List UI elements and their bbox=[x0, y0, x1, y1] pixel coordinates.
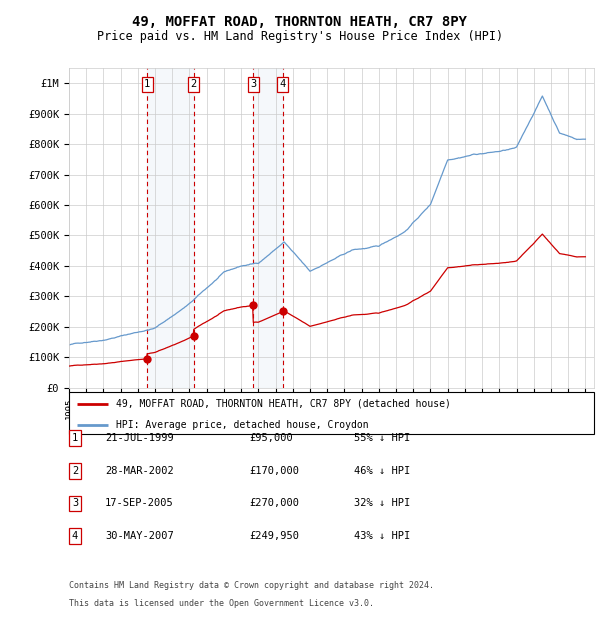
Text: 2: 2 bbox=[72, 466, 78, 476]
Text: 55% ↓ HPI: 55% ↓ HPI bbox=[354, 433, 410, 443]
Text: £95,000: £95,000 bbox=[249, 433, 293, 443]
Text: Contains HM Land Registry data © Crown copyright and database right 2024.: Contains HM Land Registry data © Crown c… bbox=[69, 581, 434, 590]
Text: 1: 1 bbox=[144, 79, 151, 89]
Text: 28-MAR-2002: 28-MAR-2002 bbox=[105, 466, 174, 476]
FancyBboxPatch shape bbox=[69, 392, 594, 434]
Text: 4: 4 bbox=[72, 531, 78, 541]
Text: 21-JUL-1999: 21-JUL-1999 bbox=[105, 433, 174, 443]
Text: 49, MOFFAT ROAD, THORNTON HEATH, CR7 8PY: 49, MOFFAT ROAD, THORNTON HEATH, CR7 8PY bbox=[133, 16, 467, 30]
Text: £270,000: £270,000 bbox=[249, 498, 299, 508]
Text: 43% ↓ HPI: 43% ↓ HPI bbox=[354, 531, 410, 541]
Text: £170,000: £170,000 bbox=[249, 466, 299, 476]
Text: 46% ↓ HPI: 46% ↓ HPI bbox=[354, 466, 410, 476]
Text: 17-SEP-2005: 17-SEP-2005 bbox=[105, 498, 174, 508]
Text: 3: 3 bbox=[72, 498, 78, 508]
Text: 4: 4 bbox=[280, 79, 286, 89]
Text: 2: 2 bbox=[190, 79, 197, 89]
Text: Price paid vs. HM Land Registry's House Price Index (HPI): Price paid vs. HM Land Registry's House … bbox=[97, 30, 503, 43]
Text: 32% ↓ HPI: 32% ↓ HPI bbox=[354, 498, 410, 508]
Text: This data is licensed under the Open Government Licence v3.0.: This data is licensed under the Open Gov… bbox=[69, 598, 374, 608]
Text: 30-MAY-2007: 30-MAY-2007 bbox=[105, 531, 174, 541]
Text: 49, MOFFAT ROAD, THORNTON HEATH, CR7 8PY (detached house): 49, MOFFAT ROAD, THORNTON HEATH, CR7 8PY… bbox=[116, 399, 451, 409]
Text: 3: 3 bbox=[250, 79, 256, 89]
Text: 1: 1 bbox=[72, 433, 78, 443]
Bar bbox=[148, 68, 194, 388]
Bar bbox=[253, 68, 283, 388]
Text: £249,950: £249,950 bbox=[249, 531, 299, 541]
Text: HPI: Average price, detached house, Croydon: HPI: Average price, detached house, Croy… bbox=[116, 420, 369, 430]
